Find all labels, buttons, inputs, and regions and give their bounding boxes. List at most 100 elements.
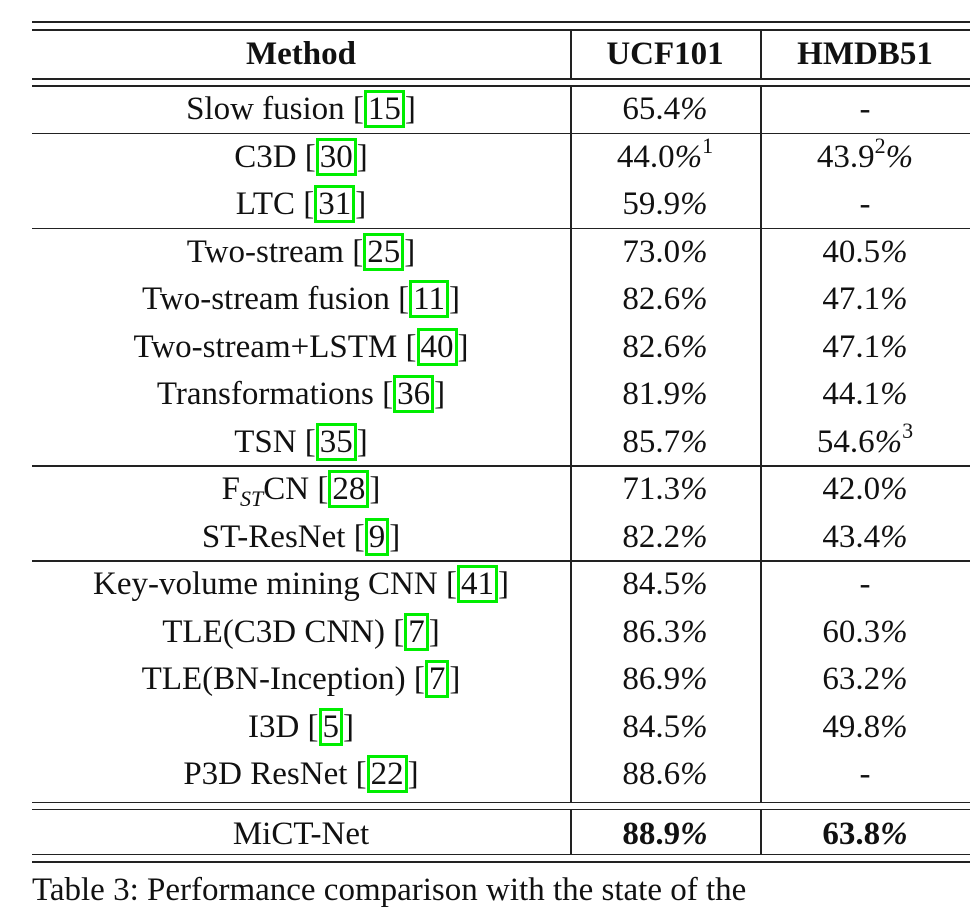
header-rule-2 [32, 85, 970, 87]
bottom-rule [32, 853, 970, 855]
value-number: 82.6 [622, 328, 681, 365]
hmdb51-cell: - [760, 86, 970, 133]
percent-sign: % [680, 756, 708, 792]
ucf101-cell: 81.9% [570, 371, 760, 418]
value-number: 86.3 [622, 613, 681, 650]
method-cell: TSN [35] [234, 422, 368, 461]
header-rule [32, 78, 970, 80]
ucf101-cell: 86.9% [570, 656, 760, 703]
value-number: 65.4 [622, 91, 681, 127]
method-cell: Two-stream fusion [11] [142, 280, 460, 318]
method-name: F [221, 471, 240, 507]
value-number: 44.1 [822, 376, 881, 412]
value-number: 40.5 [822, 233, 881, 270]
citation-link[interactable]: 25 [363, 232, 405, 271]
method-cell: MiCT-Net [32, 811, 570, 858]
top-rule [32, 21, 970, 23]
citation-link[interactable]: 35 [315, 422, 357, 461]
percent-sign: % [880, 328, 908, 365]
citation-link[interactable]: 7 [424, 660, 450, 698]
percent-sign: % [880, 281, 908, 317]
method-cell: FSTCN [28] [221, 470, 381, 511]
hmdb51-cell: 63.8% [760, 811, 970, 858]
percent-sign: % [880, 518, 908, 555]
value-number: - [859, 756, 871, 792]
value-number: 47.1 [822, 281, 881, 317]
method-name: Key-volume mining CNN [93, 566, 438, 602]
method-subscript: ST [240, 486, 264, 511]
header-method: Method [246, 36, 356, 72]
hmdb51-cell: 42.0% [760, 466, 970, 513]
citation-link[interactable]: 41 [456, 565, 498, 603]
value-number: 59.9 [622, 186, 681, 222]
ucf101-cell: 73.0% [570, 229, 760, 276]
method-name: LTC [235, 186, 296, 222]
hmdb51-cell: - [760, 751, 970, 798]
percent-sign: % [680, 423, 708, 460]
ucf101-cell: 84.5% [570, 561, 760, 608]
footnote-mark: 1 [702, 132, 714, 158]
hmdb51-cell: 47.1% [760, 324, 970, 371]
column-divider [760, 809, 762, 854]
method-cell: Transformations [36] [156, 375, 446, 413]
citation-link[interactable]: 11 [409, 280, 449, 318]
ucf101-cell: 44.0%1 [570, 134, 760, 181]
ucf101-cell: 84.5% [570, 704, 760, 751]
percent-sign: % [680, 518, 708, 555]
ucf101-cell: 82.6% [570, 276, 760, 323]
value-number: 60.3 [822, 613, 881, 650]
value-number: 49.8 [822, 708, 881, 745]
method-cell: Slow fusion [15] [186, 90, 416, 128]
percent-sign: % [880, 233, 908, 270]
column-divider [570, 30, 572, 78]
citation-link[interactable]: 5 [318, 707, 344, 746]
method-name: Two-stream [186, 233, 344, 270]
percent-sign: % [880, 661, 908, 697]
value-number: 44.0 [616, 138, 675, 175]
method-name: Transformations [156, 376, 374, 412]
ucf101-cell: 71.3% [570, 466, 760, 513]
hmdb51-cell: 40.5% [760, 229, 970, 276]
percent-sign: % [674, 138, 703, 175]
citation-link[interactable]: 9 [364, 517, 390, 556]
ucf101-cell: 85.7% [570, 419, 760, 466]
percent-sign: % [880, 613, 908, 650]
ucf101-cell: 82.6% [570, 324, 760, 371]
value-number: 84.5 [622, 708, 681, 745]
method-cell: Two-stream [25] [186, 232, 416, 271]
citation-link[interactable]: 22 [366, 755, 408, 793]
percent-sign: % [880, 471, 908, 507]
hmdb51-cell: 43.4% [760, 514, 970, 561]
value-number: 71.3 [622, 471, 681, 507]
method-cell: TLE(C3D CNN) [7] [162, 612, 440, 651]
method-cell: ST-ResNet [9] [201, 517, 401, 556]
value-number: 63.2 [822, 661, 881, 697]
method-name: Two-stream fusion [142, 281, 390, 317]
citation-link[interactable]: 30 [315, 137, 357, 176]
method-cell: TLE(BN-Inception) [7] [141, 660, 461, 698]
value-number: 86.9 [622, 661, 681, 697]
percent-sign: % [680, 815, 708, 852]
percent-sign: % [680, 566, 708, 602]
citation-link[interactable]: 28 [328, 470, 370, 508]
value-number: - [859, 91, 871, 127]
percent-sign: % [880, 376, 908, 412]
value-number: - [859, 186, 871, 222]
hmdb51-cell: 60.3% [760, 609, 970, 656]
citation-link[interactable]: 40 [416, 327, 458, 366]
column-divider [570, 86, 572, 802]
citation-link[interactable]: 36 [393, 375, 435, 413]
hmdb51-cell: 63.2% [760, 656, 970, 703]
method-cell: I3D [5] [247, 707, 355, 746]
citation-link[interactable]: 7 [404, 612, 429, 651]
citation-link[interactable]: 31 [314, 185, 356, 223]
percent-sign: % [680, 471, 708, 507]
percent-sign: % [680, 376, 708, 412]
percent-sign: % [880, 815, 908, 852]
value-number: 81.9 [622, 376, 681, 412]
value-number: 63.8 [822, 815, 881, 852]
citation-link[interactable]: 15 [363, 90, 405, 128]
percent-sign: % [680, 91, 708, 127]
header-ucf101: UCF101 [606, 36, 724, 72]
bottom-rule-2 [32, 860, 970, 863]
